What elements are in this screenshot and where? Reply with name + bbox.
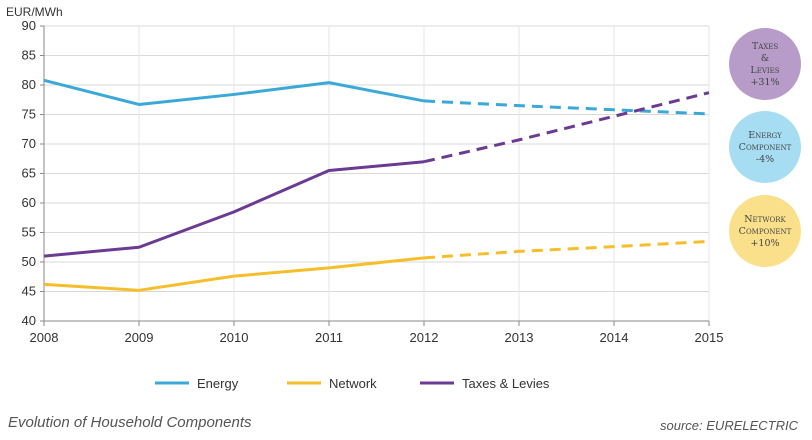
bubble-text: Energy	[748, 130, 782, 141]
bubble-text: -4%	[756, 154, 774, 165]
y-tick-labels: 40 45 50 55 60 65 70 75 80 85 90	[22, 18, 36, 328]
series-line-projection	[423, 239, 710, 260]
y-tick-label: 40	[22, 313, 36, 328]
x-tick-label: 2008	[30, 330, 59, 345]
bubble-text: Network	[744, 214, 786, 225]
annotation-bubbles: Taxes&Levies+31%EnergyComponent-4%Networ…	[729, 28, 801, 267]
chart-caption: Evolution of Household Components	[8, 414, 252, 431]
bubble-text: Taxes	[752, 41, 778, 52]
y-tick-label: 90	[22, 18, 36, 33]
legend: Energy Network Taxes & Levies	[155, 376, 550, 391]
y-unit-label: EUR/MWh	[6, 5, 63, 19]
bubble-circle	[729, 28, 801, 100]
axes	[40, 25, 710, 326]
bubble-text: Levies	[750, 65, 779, 76]
bubble-text: +10%	[750, 238, 779, 249]
y-tick-label: 80	[22, 77, 36, 92]
x-tick-label: 2014	[600, 330, 629, 345]
series-line-actual	[43, 256, 425, 292]
series-line-actual	[43, 160, 425, 258]
x-tick-label: 2015	[695, 330, 724, 345]
legend-label: Energy	[197, 376, 239, 391]
x-tick-label: 2009	[125, 330, 154, 345]
y-tick-label: 55	[22, 225, 36, 240]
series-line-projection	[423, 99, 710, 116]
bubble-circle	[729, 111, 801, 183]
bubble-text: Component	[739, 226, 792, 237]
legend-label: Network	[329, 376, 377, 391]
x-tick-label: 2011	[315, 330, 343, 345]
y-tick-label: 85	[22, 48, 36, 63]
x-tick-label: 2012	[410, 330, 439, 345]
y-tick-label: 60	[22, 195, 36, 210]
y-tick-label: 75	[22, 107, 36, 122]
x-tick-label: 2010	[220, 330, 249, 345]
series-line-projection	[423, 91, 710, 164]
y-tick-label: 45	[22, 284, 36, 299]
x-tick-labels: 2008 2009 2010 2011 2012 2013 2014 2015	[30, 330, 724, 345]
bubble-text: Component	[739, 142, 792, 153]
annotation-bubble: Taxes&Levies+31%	[729, 28, 801, 100]
bubble-text: &	[761, 53, 769, 64]
grid-lines	[44, 25, 710, 322]
source-credit: source: EURELECTRIC	[660, 418, 798, 433]
y-tick-label: 65	[22, 166, 36, 181]
bubble-circle	[729, 195, 801, 267]
y-tick-label: 70	[22, 136, 36, 151]
legend-label: Taxes & Levies	[462, 376, 550, 391]
y-tick-label: 50	[22, 254, 36, 269]
series-lines	[43, 78, 710, 292]
series-line-actual	[43, 78, 425, 106]
bubble-text: +31%	[750, 77, 779, 88]
x-tick-label: 2013	[505, 330, 534, 345]
